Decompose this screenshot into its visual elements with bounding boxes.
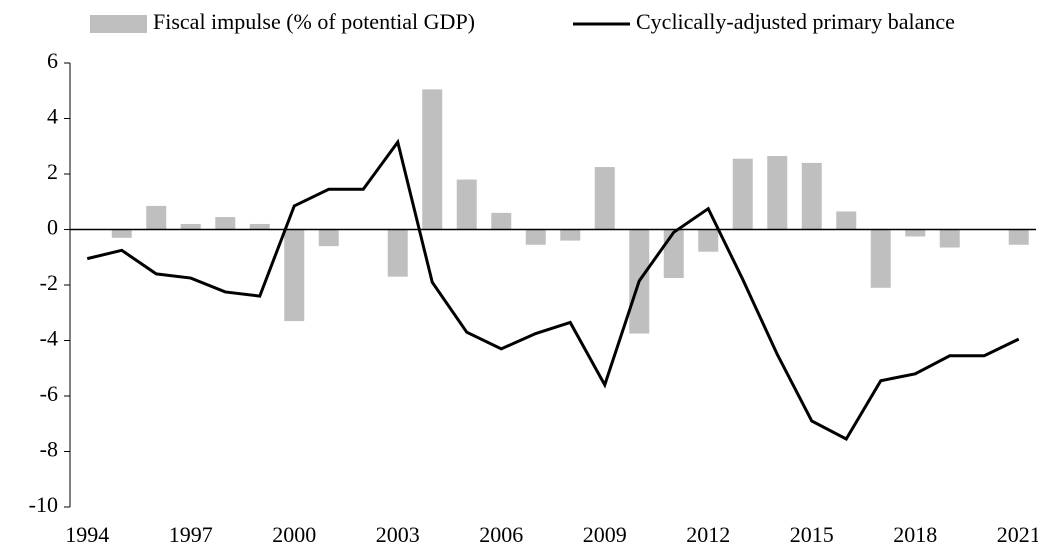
y-tick-label: -2 <box>40 270 58 295</box>
bar <box>732 158 753 230</box>
x-tick-label: 2015 <box>790 522 834 547</box>
line <box>86 138 1020 442</box>
bar <box>939 229 960 248</box>
legend-label: Fiscal impulse (% of potential GDP) <box>153 9 475 34</box>
y-tick-label: -4 <box>40 326 58 351</box>
x-tick-label: 2021 <box>997 522 1038 547</box>
x-tick-label: 2000 <box>272 522 316 547</box>
bar <box>215 217 236 230</box>
bar <box>663 229 684 279</box>
bar <box>870 229 891 288</box>
bar <box>249 223 270 230</box>
bar <box>594 167 615 230</box>
bar <box>284 229 305 322</box>
y-tick-label: -10 <box>29 492 58 517</box>
y-tick-label: 6 <box>47 48 58 73</box>
x-tick-label: 1994 <box>65 522 109 547</box>
y-tick-label: 0 <box>47 215 58 240</box>
bar <box>905 229 926 237</box>
x-tick-label: 2006 <box>479 522 523 547</box>
y-tick-label: -8 <box>40 437 58 462</box>
x-tick-label: 2003 <box>376 522 420 547</box>
bar <box>180 223 201 230</box>
bar <box>801 162 822 230</box>
bar <box>318 229 339 247</box>
bar <box>491 212 512 230</box>
bar <box>1008 229 1029 245</box>
legend-label: Cyclically-adjusted primary balance <box>636 9 955 34</box>
x-tick-label: 2009 <box>583 522 627 547</box>
y-tick-label: 2 <box>47 159 58 184</box>
bar <box>560 229 581 241</box>
bar <box>111 229 132 238</box>
bar <box>456 179 477 230</box>
y-tick-label: -6 <box>40 381 58 406</box>
bar <box>836 211 857 230</box>
legend-swatch <box>90 15 147 33</box>
x-tick-label: 1997 <box>169 522 213 547</box>
bar <box>767 155 788 230</box>
bar <box>146 205 167 230</box>
bar <box>422 89 443 230</box>
bar <box>698 229 719 252</box>
bar <box>387 229 408 277</box>
y-tick-label: 4 <box>47 104 58 129</box>
x-tick-label: 2012 <box>686 522 730 547</box>
bar <box>525 229 546 245</box>
x-tick-label: 2018 <box>893 522 937 547</box>
